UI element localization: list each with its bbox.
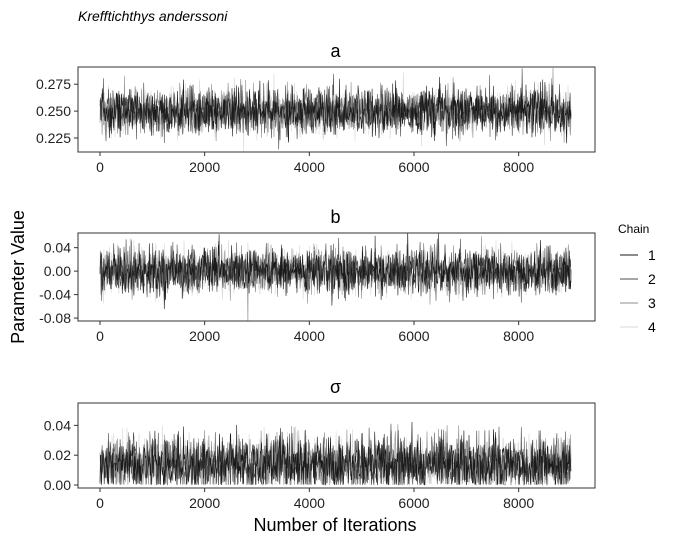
legend-label: 2: [648, 271, 656, 287]
y-axis-title: Parameter Value: [8, 210, 28, 344]
panel-title: b: [330, 207, 340, 227]
y-tick-label: 0.02: [44, 447, 71, 463]
panel-1: b 0.04 0.00 -0.04 -0.08 0 2000 4000 6000 8000: [39, 207, 596, 344]
y-tick-label: 0.275: [36, 76, 71, 92]
figure-title: Krefftichthys anderssoni: [78, 8, 228, 24]
x-tick-label: 0: [96, 328, 104, 344]
legend-label: 4: [648, 319, 656, 335]
y-tick-label: 0.04: [44, 417, 71, 433]
x-tick-label: 4000: [294, 159, 325, 175]
x-tick-label: 2000: [189, 328, 220, 344]
panel-frame: [77, 66, 596, 153]
y-tick-label: 0.00: [44, 477, 71, 493]
panel-frame: [77, 402, 596, 489]
x-axis-title: Number of Iterations: [253, 515, 416, 535]
legend: Chain 1 2 3 4: [618, 222, 656, 335]
x-tick-label: 2000: [189, 159, 220, 175]
panels: a 0.225 0.250 0.275 0 2000 4000 6000 8000 b 0.04 0.…: [36, 41, 596, 511]
x-tick-label: 6000: [398, 328, 429, 344]
y-tick-label: 0.250: [36, 103, 71, 119]
x-tick-label: 2000: [189, 495, 220, 511]
panel-title: σ: [330, 377, 341, 397]
panel-title: a: [330, 41, 341, 61]
legend-title: Chain: [618, 222, 649, 236]
legend-label: 3: [648, 295, 656, 311]
y-tick-label: 0.04: [44, 240, 71, 256]
y-tick-label: -0.04: [39, 287, 71, 303]
panel-0: a 0.225 0.250 0.275 0 2000 4000 6000 8000: [36, 41, 596, 175]
legend-label: 1: [648, 247, 656, 263]
trace-lines: [99, 421, 572, 486]
y-tick-label: 0.225: [36, 130, 71, 146]
x-tick-label: 8000: [503, 159, 534, 175]
y-tick-label: -0.08: [39, 310, 71, 326]
trace-lines: [99, 67, 572, 152]
trace-chain-1: [99, 421, 572, 486]
panel-frame: [77, 232, 596, 322]
x-tick-label: 6000: [398, 495, 429, 511]
x-tick-label: 8000: [503, 495, 534, 511]
panel-2: σ 0.04 0.02 0.00 0 2000 4000 6000 8000: [44, 377, 596, 511]
x-tick-label: 4000: [294, 328, 325, 344]
trace-chain-1: [99, 233, 572, 310]
x-tick-label: 0: [96, 495, 104, 511]
trace-lines: [99, 233, 572, 321]
x-tick-label: 8000: [503, 328, 534, 344]
x-tick-label: 4000: [294, 495, 325, 511]
x-tick-label: 6000: [398, 159, 429, 175]
x-tick-label: 0: [96, 159, 104, 175]
y-tick-label: 0.00: [44, 263, 71, 279]
trace-chain-1: [99, 76, 572, 144]
